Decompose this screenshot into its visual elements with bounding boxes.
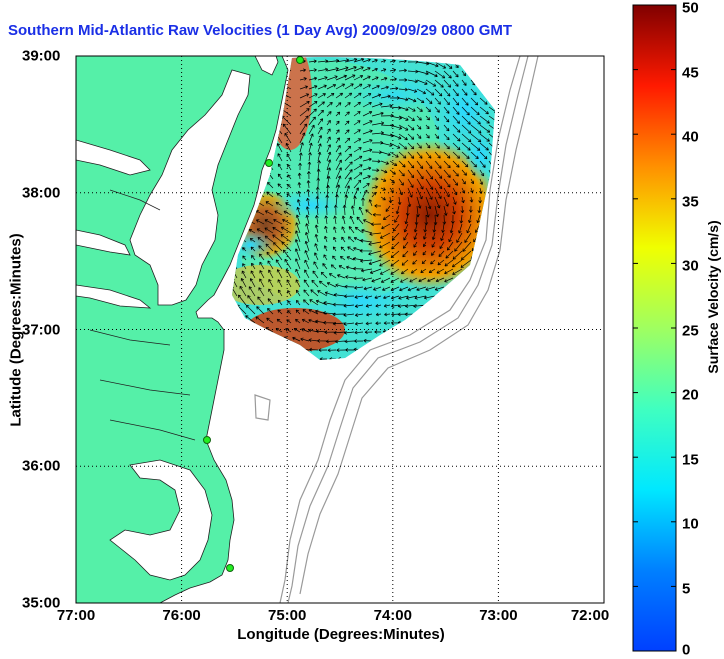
x-tick-label: 77:00: [56, 607, 96, 624]
x-tick-label: 72:00: [570, 607, 610, 624]
colorbar-tick: 45: [682, 64, 699, 81]
x-tick-label: 73:00: [479, 607, 518, 624]
colorbar-tick: 15: [682, 451, 699, 468]
colorbar: [632, 4, 677, 652]
colorbar-label: Surface Velocity (cm/s): [705, 220, 721, 374]
grid-lines: [76, 56, 604, 603]
colorbar-tick: 10: [682, 515, 699, 533]
colorbar-tick: 35: [682, 193, 699, 210]
x-axis-label: Longitude (Degrees:Minutes): [237, 626, 445, 643]
colorbar-tick: 40: [682, 128, 699, 146]
y-tick-label: 35:00: [22, 594, 61, 612]
colorbar-tick: 25: [682, 322, 699, 339]
colorbar-tick: 20: [682, 386, 699, 404]
y-axis-label: Latitude (Degrees:Minutes): [7, 233, 25, 427]
chesapeake-bay: [129, 69, 251, 306]
y-tick-label: 38:00: [22, 184, 61, 202]
colorbar-tick: 0: [682, 641, 691, 659]
x-tick-label: 75:00: [268, 607, 307, 624]
colorbar-tick: 30: [682, 257, 699, 275]
radar-site-markers: [203, 56, 304, 572]
x-tick-label: 74:00: [373, 607, 412, 624]
y-tick-label: 39:00: [22, 47, 61, 65]
colorbar-tick: 50: [682, 0, 699, 17]
bathymetry-contours: [254, 56, 539, 603]
pamlico-sound: [109, 459, 213, 581]
colorbar-tick: 5: [682, 580, 691, 597]
x-tick-label: 76:00: [162, 607, 201, 624]
y-tick-label: 36:00: [22, 457, 61, 475]
y-tick-label: 37:00: [22, 321, 61, 338]
map-title: Southern Mid-Atlantic Raw Velocities (1 …: [8, 22, 513, 39]
